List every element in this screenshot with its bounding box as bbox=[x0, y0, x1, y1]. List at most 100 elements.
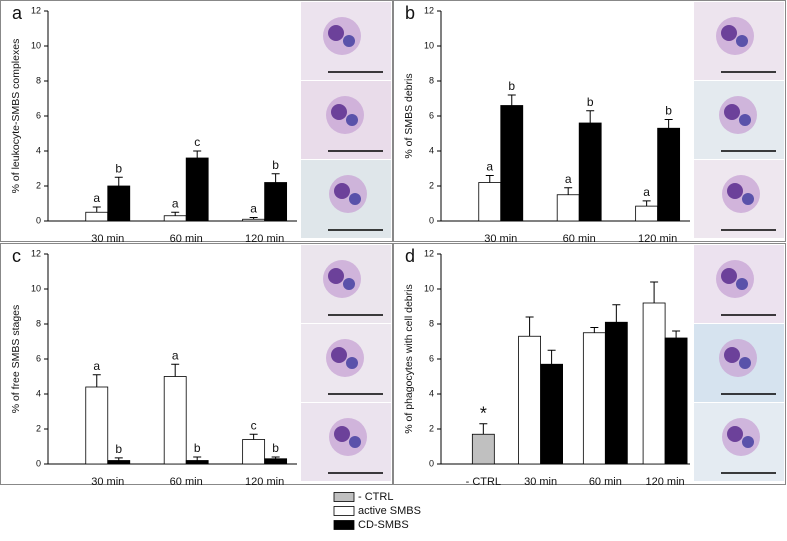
error-bar bbox=[92, 206, 101, 213]
nucleus bbox=[736, 35, 748, 47]
significance-label: b bbox=[115, 442, 122, 456]
bar bbox=[242, 218, 266, 222]
bar bbox=[604, 321, 628, 465]
significance-label: c bbox=[251, 418, 257, 432]
error-bar bbox=[642, 200, 651, 207]
panel-label: d bbox=[405, 246, 415, 266]
bar bbox=[471, 433, 495, 465]
bar bbox=[185, 460, 209, 465]
bar bbox=[642, 302, 666, 465]
x-tick-label: 120 min bbox=[245, 233, 284, 245]
y-tick-label: 12 bbox=[31, 5, 41, 15]
y-tick-label: 0 bbox=[36, 215, 41, 225]
significance-label: a bbox=[486, 160, 493, 174]
nucleus bbox=[334, 426, 350, 442]
bar bbox=[107, 460, 131, 465]
bar bbox=[518, 335, 541, 465]
y-tick-label: 2 bbox=[36, 423, 41, 433]
error-bar bbox=[193, 456, 202, 461]
error-bar bbox=[193, 150, 202, 158]
error-bar bbox=[586, 110, 595, 123]
y-axis-label: % of SMBS debris bbox=[403, 73, 415, 158]
nucleus bbox=[739, 114, 751, 126]
y-axis-label: % of free SMBS stages bbox=[10, 305, 22, 414]
significance-label: b bbox=[508, 79, 515, 93]
bar bbox=[582, 332, 606, 465]
panel-label: b bbox=[405, 3, 415, 23]
nucleus bbox=[346, 357, 358, 369]
panel-label: a bbox=[12, 3, 23, 23]
y-tick-label: 4 bbox=[36, 388, 41, 398]
x-tick-label: 60 min bbox=[170, 476, 203, 488]
legend-label: active SMBS bbox=[358, 505, 421, 517]
significance-label: b bbox=[665, 104, 672, 118]
y-tick-label: 8 bbox=[429, 318, 434, 328]
significance-label: a bbox=[565, 172, 572, 186]
significance-label: a bbox=[172, 348, 179, 362]
nucleus bbox=[736, 278, 748, 290]
bar bbox=[264, 182, 288, 222]
legend-swatch bbox=[333, 492, 355, 502]
nucleus bbox=[742, 193, 754, 205]
y-tick-label: 8 bbox=[429, 75, 434, 85]
legend-label: - CTRL bbox=[358, 491, 393, 503]
bar bbox=[657, 127, 681, 222]
y-tick-label: 6 bbox=[429, 110, 434, 120]
y-tick-label: 4 bbox=[429, 388, 434, 398]
panel: b % of SMBS debris 0 2 4 6 8 10 12 30 min a b 60 min… bbox=[393, 0, 786, 245]
y-tick-label: 6 bbox=[36, 110, 41, 120]
x-tick-label: 120 min bbox=[245, 476, 284, 488]
y-tick-label: 0 bbox=[429, 215, 434, 225]
significance-label: a bbox=[250, 202, 257, 216]
nucleus bbox=[349, 193, 361, 205]
y-tick-label: 2 bbox=[429, 423, 434, 433]
y-tick-label: 8 bbox=[36, 318, 41, 328]
y-tick-label: 0 bbox=[36, 458, 41, 468]
nucleus bbox=[334, 183, 350, 199]
error-bar bbox=[479, 423, 488, 435]
x-tick-label: 30 min bbox=[91, 476, 124, 488]
y-tick-label: 10 bbox=[31, 283, 41, 293]
nucleus bbox=[721, 268, 737, 284]
y-tick-label: 4 bbox=[429, 145, 434, 155]
y-tick-label: 4 bbox=[36, 145, 41, 155]
error-bar bbox=[650, 281, 659, 303]
error-bar bbox=[547, 349, 556, 365]
x-tick-label: 120 min bbox=[638, 233, 677, 245]
bar bbox=[85, 211, 109, 222]
nucleus bbox=[349, 436, 361, 448]
x-tick-label: 60 min bbox=[589, 476, 622, 488]
y-tick-label: 6 bbox=[429, 353, 434, 363]
significance-label: b bbox=[115, 161, 122, 175]
bar bbox=[478, 182, 502, 222]
panel-border bbox=[393, 0, 786, 242]
error-bar bbox=[664, 119, 673, 129]
nucleus bbox=[727, 426, 743, 442]
y-tick-label: 10 bbox=[424, 283, 434, 293]
y-tick-label: 2 bbox=[36, 180, 41, 190]
bar bbox=[242, 439, 266, 465]
bar bbox=[635, 205, 659, 222]
x-tick-label: 120 min bbox=[646, 476, 685, 488]
error-bar bbox=[672, 330, 681, 338]
nucleus bbox=[724, 347, 740, 363]
nucleus bbox=[328, 268, 344, 284]
significance-label: b bbox=[272, 158, 279, 172]
y-tick-label: 6 bbox=[36, 353, 41, 363]
bar bbox=[163, 376, 187, 465]
error-bar bbox=[114, 176, 123, 186]
error-bar bbox=[271, 173, 280, 183]
panel: c % of free SMBS stages 0 2 4 6 8 10 12 30 min a b 6… bbox=[0, 243, 393, 488]
error-bar bbox=[271, 456, 280, 459]
panel-label: c bbox=[12, 246, 21, 266]
x-tick-label: 60 min bbox=[170, 233, 203, 245]
nucleus bbox=[343, 35, 355, 47]
x-tick-label: 30 min bbox=[91, 233, 124, 245]
error-bar bbox=[590, 327, 599, 333]
nucleus bbox=[721, 25, 737, 41]
y-axis-label: % of phagocytes with cell debris bbox=[403, 284, 415, 433]
nucleus bbox=[724, 104, 740, 120]
error-bar bbox=[525, 316, 534, 337]
error-bar bbox=[171, 363, 180, 377]
